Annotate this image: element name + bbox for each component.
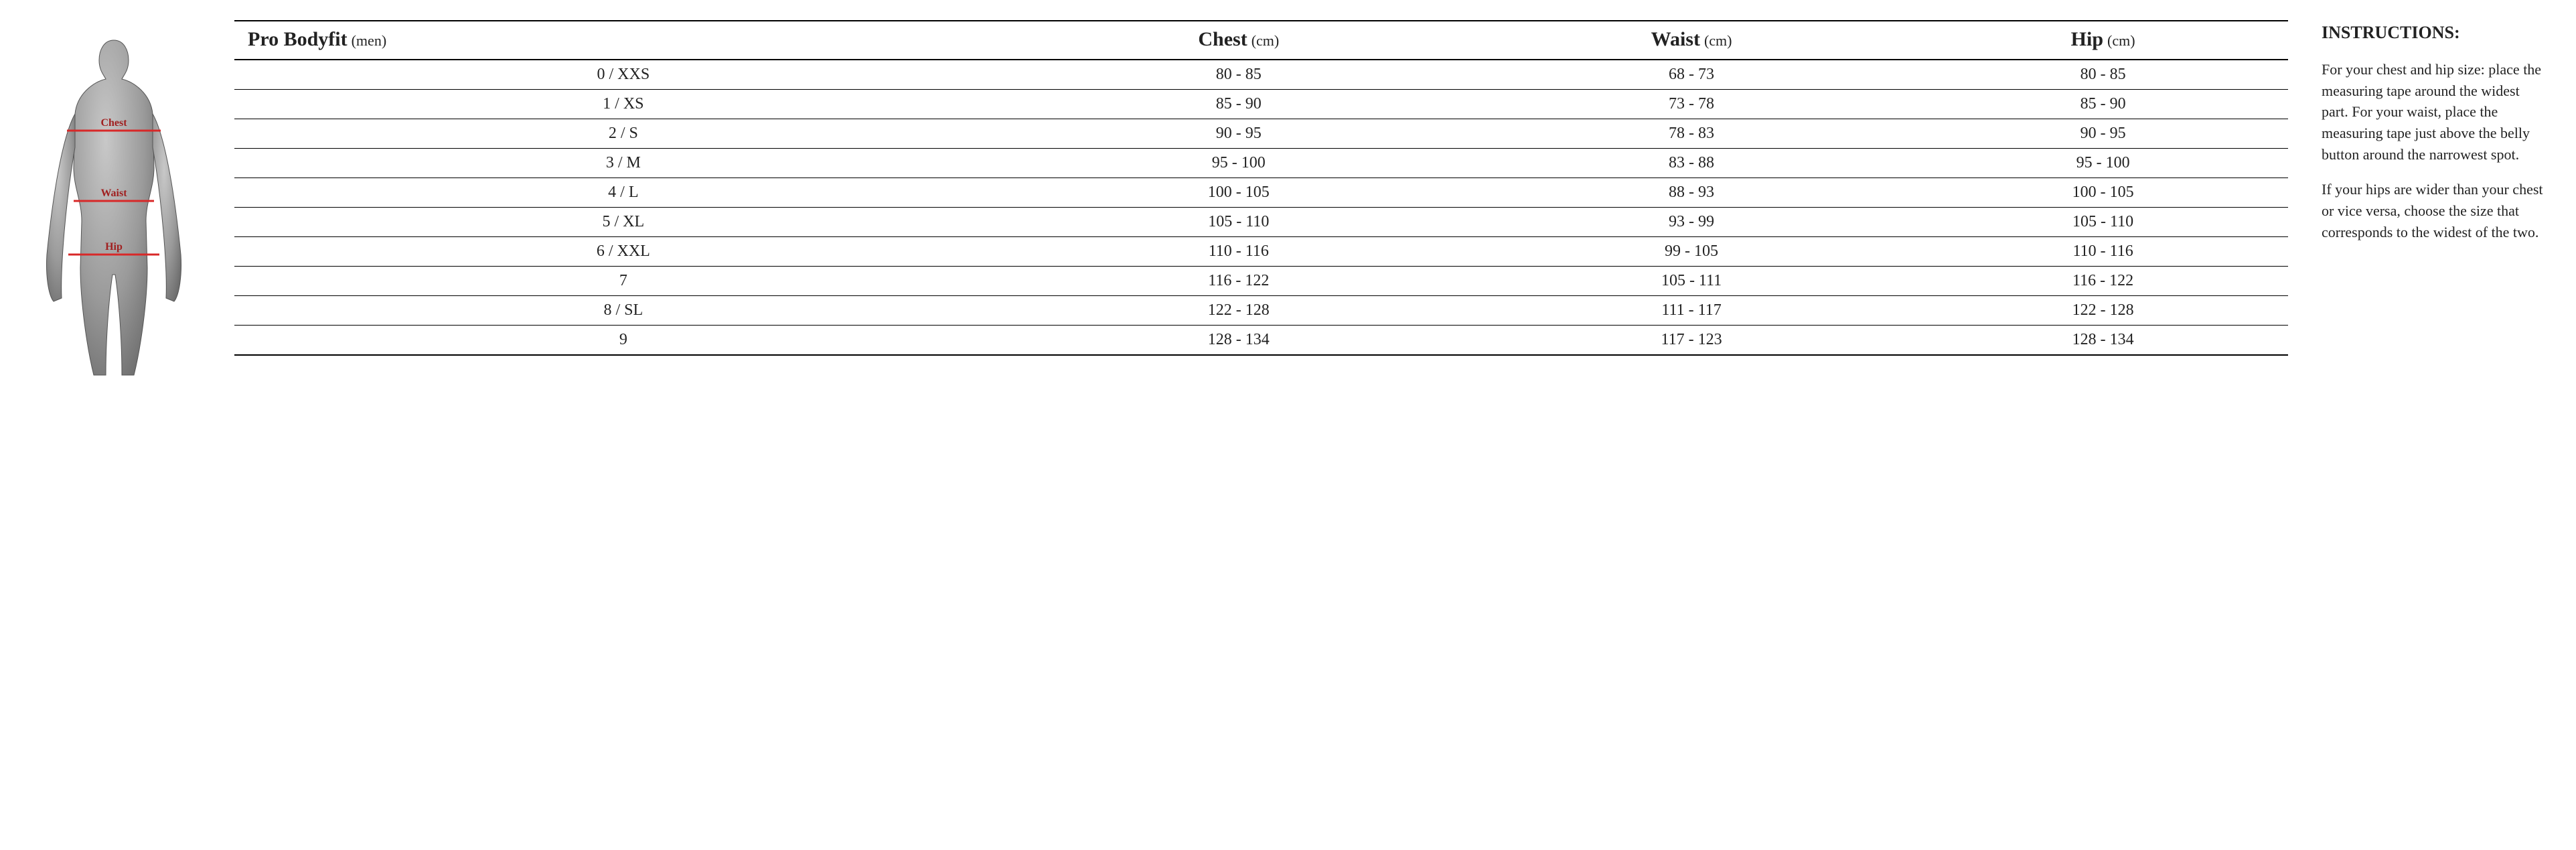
instructions-panel: INSTRUCTIONS: For your chest and hip siz… [2322,20,2549,257]
cell-chest: 110 - 116 [1012,237,1465,267]
instructions-p2: If your hips are wider than your chest o… [2322,179,2549,243]
cell-size: 7 [234,267,1012,296]
size-table: Pro Bodyfit (men) Chest (cm) Waist (cm) … [234,20,2288,356]
table-row: 0 / XXS80 - 8568 - 7380 - 85 [234,60,2288,90]
table-body: 0 / XXS80 - 8568 - 7380 - 851 / XS85 - 9… [234,60,2288,355]
cell-size: 6 / XXL [234,237,1012,267]
cell-chest: 80 - 85 [1012,60,1465,90]
cell-hip: 122 - 128 [1918,296,2288,326]
cell-size: 8 / SL [234,296,1012,326]
cell-waist: 99 - 105 [1465,237,1918,267]
cell-hip: 80 - 85 [1918,60,2288,90]
table-header-row: Pro Bodyfit (men) Chest (cm) Waist (cm) … [234,21,2288,60]
cell-chest: 90 - 95 [1012,119,1465,149]
cell-hip: 95 - 100 [1918,149,2288,178]
table-row: 9128 - 134117 - 123128 - 134 [234,326,2288,356]
cell-chest: 85 - 90 [1012,90,1465,119]
cell-chest: 100 - 105 [1012,178,1465,208]
size-table-container: Pro Bodyfit (men) Chest (cm) Waist (cm) … [234,20,2288,356]
cell-chest: 122 - 128 [1012,296,1465,326]
cell-waist: 83 - 88 [1465,149,1918,178]
table-row: 8 / SL122 - 128111 - 117122 - 128 [234,296,2288,326]
header-title-sub: (men) [352,32,387,49]
header-title-main: Pro Bodyfit [248,28,348,50]
cell-waist: 68 - 73 [1465,60,1918,90]
cell-waist: 73 - 78 [1465,90,1918,119]
cell-waist: 93 - 99 [1465,208,1918,237]
figure-label-chest: Chest [100,117,127,129]
cell-hip: 105 - 110 [1918,208,2288,237]
table-row: 7116 - 122105 - 111116 - 122 [234,267,2288,296]
instructions-heading: INSTRUCTIONS: [2322,20,2549,46]
cell-hip: 90 - 95 [1918,119,2288,149]
cell-waist: 111 - 117 [1465,296,1918,326]
cell-waist: 88 - 93 [1465,178,1918,208]
cell-hip: 128 - 134 [1918,326,2288,356]
cell-chest: 128 - 134 [1012,326,1465,356]
header-waist: Waist (cm) [1465,21,1918,60]
cell-chest: 95 - 100 [1012,149,1465,178]
cell-size: 5 / XL [234,208,1012,237]
cell-hip: 100 - 105 [1918,178,2288,208]
cell-waist: 78 - 83 [1465,119,1918,149]
table-row: 2 / S90 - 9578 - 8390 - 95 [234,119,2288,149]
cell-waist: 117 - 123 [1465,326,1918,356]
body-figure: Chest Waist Hip [27,20,201,385]
mannequin-svg: Chest Waist Hip [27,33,201,382]
table-row: 3 / M95 - 10083 - 8895 - 100 [234,149,2288,178]
figure-label-waist: Waist [100,188,127,199]
cell-size: 1 / XS [234,90,1012,119]
cell-hip: 85 - 90 [1918,90,2288,119]
table-row: 4 / L100 - 10588 - 93100 - 105 [234,178,2288,208]
figure-label-hip: Hip [105,241,123,253]
cell-hip: 110 - 116 [1918,237,2288,267]
cell-size: 2 / S [234,119,1012,149]
table-row: 6 / XXL110 - 11699 - 105110 - 116 [234,237,2288,267]
table-row: 1 / XS85 - 9073 - 7885 - 90 [234,90,2288,119]
cell-chest: 105 - 110 [1012,208,1465,237]
cell-size: 3 / M [234,149,1012,178]
header-title: Pro Bodyfit (men) [234,21,1012,60]
cell-size: 0 / XXS [234,60,1012,90]
cell-size: 4 / L [234,178,1012,208]
cell-hip: 116 - 122 [1918,267,2288,296]
table-row: 5 / XL105 - 11093 - 99105 - 110 [234,208,2288,237]
instructions-p1: For your chest and hip size: place the m… [2322,59,2549,165]
cell-chest: 116 - 122 [1012,267,1465,296]
cell-size: 9 [234,326,1012,356]
header-hip: Hip (cm) [1918,21,2288,60]
cell-waist: 105 - 111 [1465,267,1918,296]
header-chest: Chest (cm) [1012,21,1465,60]
